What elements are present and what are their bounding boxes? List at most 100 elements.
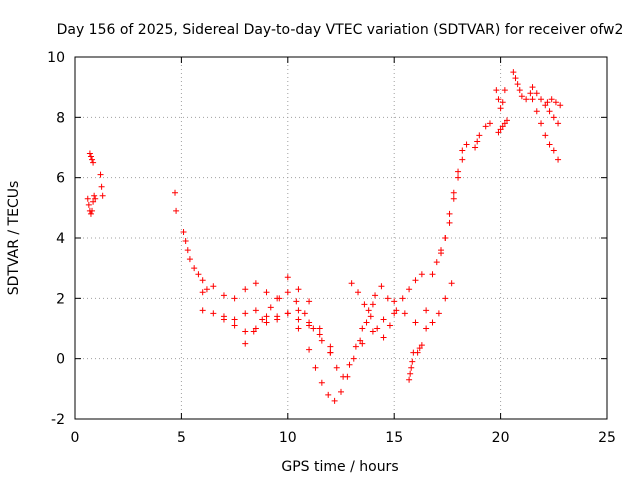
series-early-b	[86, 150, 97, 166]
y-tick-label: 4	[56, 231, 65, 247]
data-point	[542, 102, 549, 109]
series-sub-rise	[423, 280, 455, 332]
data-point	[242, 340, 249, 347]
data-point	[252, 307, 259, 314]
data-point	[357, 337, 364, 344]
data-point	[242, 310, 249, 317]
data-point	[550, 114, 557, 121]
data-point	[263, 289, 270, 296]
data-point	[406, 286, 413, 293]
data-point	[369, 301, 376, 308]
data-point	[263, 319, 270, 326]
data-point	[546, 108, 553, 115]
data-point	[252, 325, 259, 332]
data-point	[442, 235, 449, 241]
data-point	[527, 90, 534, 97]
data-point	[499, 123, 506, 130]
data-point	[423, 307, 430, 314]
data-point	[448, 280, 455, 287]
data-point	[497, 126, 504, 133]
data-point	[552, 99, 559, 106]
data-point	[548, 96, 555, 103]
y-tick-label: 0	[56, 352, 65, 368]
data-point	[538, 120, 545, 127]
data-point	[284, 310, 291, 317]
data-point	[429, 271, 436, 278]
data-point	[450, 195, 457, 202]
data-point	[472, 144, 479, 151]
data-point	[533, 90, 540, 97]
data-point	[231, 316, 238, 323]
data-point	[555, 156, 562, 163]
x-tick-label: 15	[385, 430, 403, 446]
data-point	[446, 210, 453, 217]
data-point	[333, 364, 340, 371]
data-point	[538, 96, 545, 103]
series-rise-b	[438, 147, 466, 257]
data-point	[416, 345, 423, 352]
data-series	[84, 69, 564, 404]
y-tick-label: -2	[51, 412, 65, 428]
data-point	[199, 307, 206, 314]
x-tick-label: 10	[279, 430, 297, 446]
series-low-plateau-b	[199, 274, 313, 305]
data-point	[259, 316, 266, 323]
data-point	[99, 192, 106, 199]
data-point	[184, 247, 191, 254]
data-point	[310, 325, 317, 332]
data-point	[274, 316, 281, 323]
x-tick-label: 5	[177, 430, 186, 446]
data-point	[210, 283, 217, 290]
data-point	[455, 174, 462, 181]
series-neg-blip	[406, 349, 417, 383]
data-point	[97, 171, 104, 178]
data-point	[316, 331, 323, 338]
data-point	[518, 93, 525, 100]
data-point	[87, 210, 94, 217]
series-early-a	[84, 192, 99, 217]
data-point	[372, 292, 379, 299]
data-point	[418, 342, 425, 349]
series-peak-b	[495, 117, 510, 136]
data-point	[503, 117, 510, 124]
data-point	[386, 322, 393, 329]
data-point	[408, 364, 415, 371]
data-point	[393, 307, 400, 314]
data-point	[380, 334, 387, 341]
data-point	[557, 102, 564, 109]
data-point	[399, 295, 406, 302]
data-point	[318, 379, 325, 386]
data-point	[316, 325, 323, 332]
data-point	[284, 274, 291, 281]
data-point	[325, 391, 332, 398]
data-point	[514, 81, 521, 88]
data-point	[346, 361, 353, 368]
data-point	[276, 295, 283, 302]
data-point	[318, 337, 325, 344]
data-point	[544, 99, 551, 106]
grid	[75, 57, 607, 419]
data-point	[267, 304, 274, 311]
data-point	[199, 289, 206, 296]
tick-labels: 0 5 10 15 20 25 -2 0 2 4 6 8 10	[47, 50, 616, 446]
data-point	[87, 153, 94, 160]
data-point	[369, 328, 376, 335]
data-point	[406, 376, 413, 383]
data-point	[482, 123, 489, 130]
x-axis-label: GPS time / hours	[281, 459, 398, 475]
series-late-c	[544, 96, 564, 109]
data-point	[98, 183, 105, 190]
data-point	[391, 298, 398, 305]
data-point	[550, 147, 557, 154]
y-tick-label: 8	[56, 110, 65, 126]
data-point	[220, 313, 227, 320]
data-point	[89, 156, 96, 163]
data-point	[263, 313, 270, 320]
series-mid-cluster-a	[348, 271, 425, 341]
data-point	[433, 259, 440, 266]
data-point	[295, 286, 302, 293]
data-point	[516, 87, 523, 94]
data-point	[435, 310, 442, 317]
data-point	[476, 132, 483, 139]
data-point	[295, 307, 302, 314]
